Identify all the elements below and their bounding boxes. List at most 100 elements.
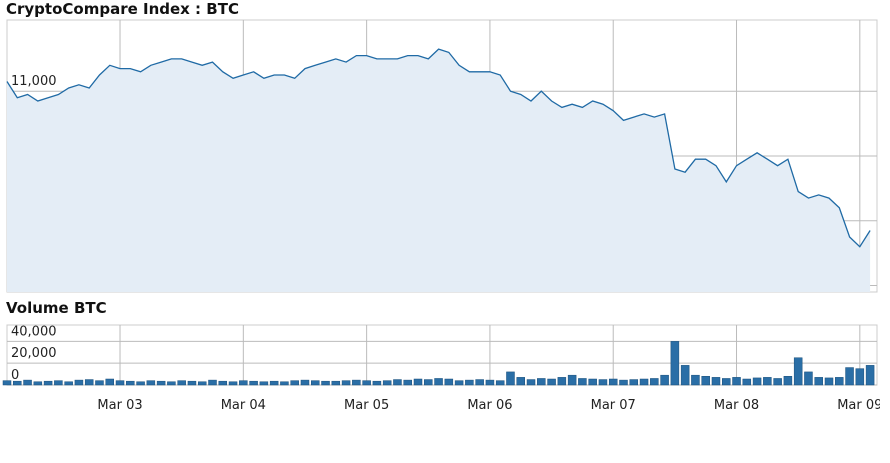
y-tick-label: 20,000	[11, 346, 57, 361]
y-tick-label: 0	[11, 368, 19, 383]
y-tick-label: 40,000	[11, 324, 57, 339]
volume-bar	[218, 380, 228, 386]
volume-bar	[300, 379, 310, 386]
volume-bar	[74, 379, 84, 386]
volume-bar	[23, 379, 32, 386]
price-line	[6, 48, 871, 248]
volume-bar	[608, 378, 618, 386]
volume-bar	[187, 380, 197, 386]
volume-bar	[763, 377, 772, 386]
volume-bar	[372, 380, 382, 386]
volume-bar	[845, 367, 854, 386]
volume-bar	[722, 378, 731, 386]
x-tick-label: Mar 07	[591, 398, 636, 413]
volume-bar	[814, 377, 823, 386]
chart-title: CryptoCompare Index : BTC	[6, 0, 239, 18]
volume-bar	[413, 378, 423, 386]
volume-bar	[567, 374, 577, 386]
volume-bar	[516, 377, 525, 386]
volume-bar	[824, 377, 834, 386]
x-tick-label: Mar 06	[467, 398, 512, 413]
volume-bar	[711, 377, 721, 386]
volume-bar	[105, 378, 114, 386]
volume-bar	[670, 341, 680, 386]
plot-frame	[6, 324, 878, 386]
volume-bar	[208, 379, 217, 386]
volume-bar	[578, 378, 587, 386]
volume-bar	[249, 380, 258, 386]
volume-bar	[95, 380, 104, 386]
volume-bar	[752, 377, 762, 386]
volume-bar	[588, 378, 597, 386]
volume-bar	[54, 380, 63, 386]
volume-bar	[197, 381, 207, 386]
volume-bar	[239, 380, 248, 386]
volume-bar	[804, 371, 813, 386]
volume-bar	[403, 379, 412, 386]
volume-bar	[660, 374, 669, 386]
volume-bar	[475, 379, 484, 386]
volume-bar	[855, 368, 865, 386]
volume-bar	[126, 380, 135, 386]
volume-bar	[43, 380, 53, 386]
volume-bar	[444, 378, 454, 386]
volume-bar	[13, 380, 22, 386]
volume-bar	[835, 377, 844, 386]
volume-bar	[793, 357, 803, 386]
volume-bar	[269, 380, 279, 386]
volume-bar	[280, 381, 289, 386]
x-tick-label: Mar 04	[221, 398, 266, 413]
volume-bar	[629, 379, 639, 386]
volume-bar	[537, 378, 546, 386]
volume-bar	[773, 378, 782, 386]
volume-bar	[639, 378, 649, 386]
volume-bar	[393, 379, 402, 386]
volume-bar	[526, 379, 536, 386]
volume-bar	[495, 380, 505, 386]
volume-bar	[115, 380, 125, 386]
volume-bar	[650, 378, 659, 386]
volume-bar	[64, 381, 73, 386]
volume-bar	[352, 379, 361, 386]
volume-bar	[557, 377, 567, 386]
volume-bar	[259, 381, 269, 386]
x-tick-label: Mar 08	[714, 398, 759, 413]
y-tick-label: 11,000	[11, 74, 57, 89]
volume-bar	[311, 380, 320, 386]
volume-bar	[485, 379, 495, 386]
volume-bar	[382, 380, 392, 386]
volume-bar	[167, 381, 176, 386]
volume-bar	[177, 380, 186, 386]
volume-bar	[701, 376, 710, 386]
volume-bar	[362, 380, 371, 386]
volume-title: Volume BTC	[6, 299, 107, 317]
x-tick-label: Mar 05	[344, 398, 389, 413]
area-fill	[7, 49, 871, 292]
volume-bar	[783, 376, 793, 386]
volume-bar	[228, 381, 238, 386]
volume-bar	[341, 380, 351, 386]
volume-bar	[732, 377, 741, 386]
volume-bar	[506, 371, 515, 386]
volume-bar	[290, 380, 299, 386]
volume-bar	[146, 380, 156, 386]
volume-bar	[156, 380, 166, 386]
volume-bar	[2, 380, 12, 386]
volume-bar	[434, 378, 443, 386]
volume-bar	[619, 379, 628, 386]
volume-bar	[84, 379, 94, 386]
volume-bar	[865, 365, 875, 386]
volume-bar	[331, 380, 341, 386]
volume-bar	[547, 378, 556, 386]
volume-bar	[742, 378, 752, 386]
volume-bar	[598, 379, 608, 386]
volume-bar	[424, 379, 433, 386]
volume-bar	[680, 365, 690, 386]
volume-bar	[465, 379, 474, 386]
volume-bar	[321, 380, 330, 386]
volume-bar	[33, 381, 43, 386]
x-tick-label: Mar 09	[837, 398, 880, 413]
volume-bar	[136, 381, 145, 386]
x-tick-label: Mar 03	[97, 398, 142, 413]
